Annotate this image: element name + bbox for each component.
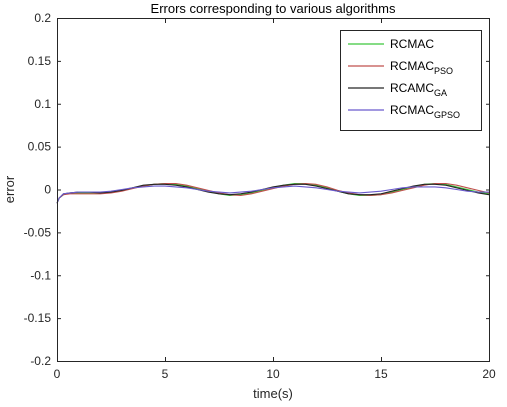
y-tick-label: -0.05 [24,225,52,239]
y-tick-label: -0.1 [30,268,51,282]
legend-label: RCMACGPSO [390,103,460,120]
x-tick-label: 15 [374,367,388,381]
chart-title: Errors corresponding to various algorith… [151,1,396,16]
y-axis-label: error [2,175,17,203]
legend-box [340,30,482,131]
y-tick-label: 0.05 [28,140,52,154]
y-tick-label: -0.15 [24,311,52,325]
legend-label-main: RCMAC [390,37,434,51]
y-tick-label: 0 [44,183,51,197]
legend-label-subscript: GA [434,88,447,98]
series-line-4 [56,185,489,204]
x-tick-label: 10 [266,367,280,381]
series-line-2 [56,182,490,204]
legend-label: RCAMCGA [390,81,447,98]
legend-label-main: RCMAC [390,59,434,73]
y-tick-label: 0.1 [34,97,51,111]
legend-label: RCMACPSO [390,59,453,76]
y-tick-label: 0.15 [28,54,52,68]
y-tick-label: -0.2 [30,354,51,368]
x-tick-label: 5 [162,367,169,381]
y-tick-label: 0.2 [34,11,51,25]
legend-label-subscript: GPSO [434,110,460,120]
legend-label-main: RCMAC [390,103,434,117]
x-tick-label: 0 [54,367,61,381]
x-tick-label: 20 [482,367,496,381]
axes-box [57,18,490,362]
series-group [56,182,490,204]
x-axis-label: time(s) [253,386,293,401]
legend-label-main: RCAMC [390,81,434,95]
legend-label-subscript: PSO [434,66,453,76]
legend-label: RCMAC [390,37,434,51]
